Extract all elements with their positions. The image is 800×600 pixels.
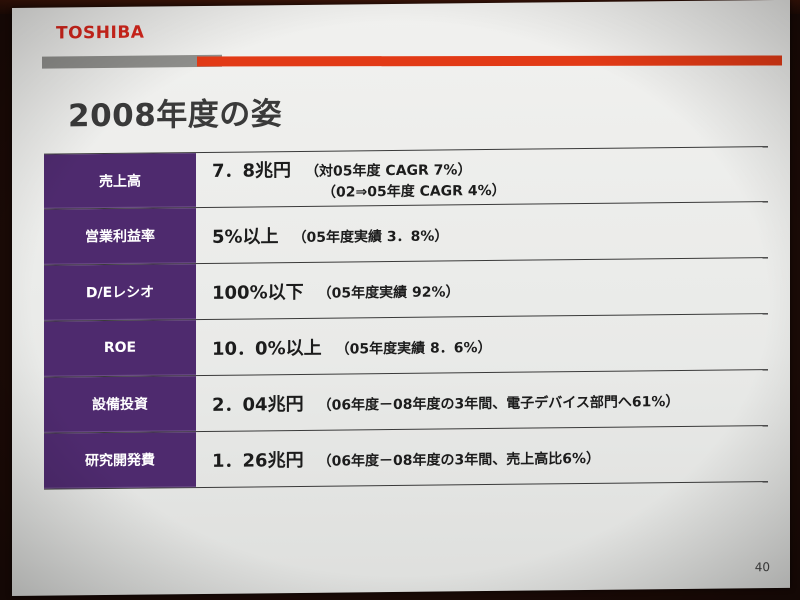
row-label: D/Eレシオ (44, 264, 196, 321)
table-row: D/Eレシオ 100%以下 （05年度実績 92%） (44, 258, 768, 322)
table-row: 設備投資 2．04兆円 （06年度－08年度の3年間、電子デバイス部門へ61%） (44, 370, 768, 434)
row-label: 研究開発費 (44, 432, 196, 489)
table-row: ROE 10．0%以上 （05年度実績 8．6%） (44, 314, 768, 378)
row-label: 営業利益率 (44, 208, 196, 265)
row-note: （06年度－08年度の3年間、売上高比6%） (317, 450, 601, 470)
targets-table: 売上高 7．8兆円 （対05年度 CAGR 7%） （02⇒05年度 CAGR … (44, 146, 768, 490)
row-note: （05年度実績 92%） (317, 283, 460, 302)
row-value: 2．04兆円 （06年度－08年度の3年間、電子デバイス部門へ61%） (196, 370, 768, 431)
slide-title: 2008年度の姿 (68, 96, 283, 135)
row-note-secondary: （02⇒05年度 CAGR 4%） (322, 182, 506, 201)
row-label: ROE (44, 320, 196, 377)
presentation-slide: TOSHIBA 2008年度の姿 売上高 7．8兆円 （対05年度 CAGR 7… (12, 0, 790, 597)
toshiba-logo: TOSHIBA (56, 22, 145, 44)
row-note: （06年度－08年度の3年間、電子デバイス部門へ61%） (317, 393, 680, 414)
row-value: 10．0%以上 （05年度実績 8．6%） (196, 314, 768, 375)
table-row: 営業利益率 5%以上 （05年度実績 3．8%） (44, 202, 768, 266)
row-main-value: 100%以下 (212, 281, 304, 304)
header-red-rule (197, 55, 782, 67)
table-row: 売上高 7．8兆円 （対05年度 CAGR 7%） （02⇒05年度 CAGR … (44, 146, 768, 210)
row-value: 7．8兆円 （対05年度 CAGR 7%） （02⇒05年度 CAGR 4%） (196, 147, 768, 207)
row-note: （05年度実績 8．6%） (335, 339, 492, 358)
row-main-value: 10．0%以上 (212, 337, 322, 360)
table-row: 研究開発費 1．26兆円 （06年度－08年度の3年間、売上高比6%） (44, 426, 768, 490)
row-main-value: 1．26兆円 (212, 449, 304, 472)
row-main-value: 2．04兆円 (212, 393, 304, 416)
row-label: 売上高 (44, 153, 196, 209)
row-main-value: 7．8兆円 (212, 160, 292, 182)
row-value: 5%以上 （05年度実績 3．8%） (196, 202, 768, 263)
row-note: （対05年度 CAGR 7%） (305, 162, 472, 180)
row-main-value: 5%以上 (212, 225, 279, 248)
row-value: 1．26兆円 （06年度－08年度の3年間、売上高比6%） (196, 426, 768, 487)
row-note: （05年度実績 3．8%） (292, 227, 449, 246)
page-number: 40 (754, 560, 770, 575)
row-value: 100%以下 （05年度実績 92%） (196, 258, 768, 319)
row-label: 設備投資 (44, 376, 196, 433)
header-gray-rule (42, 54, 222, 69)
